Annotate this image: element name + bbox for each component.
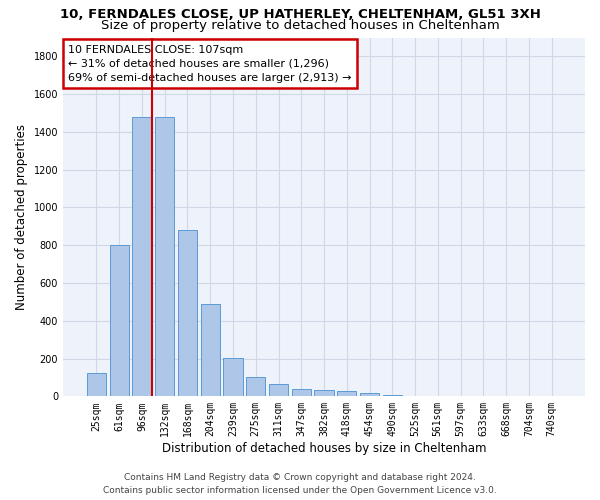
Bar <box>155 117 175 396</box>
Bar <box>292 389 311 396</box>
Bar <box>223 358 242 397</box>
Bar <box>269 384 288 396</box>
Y-axis label: Number of detached properties: Number of detached properties <box>15 124 28 310</box>
X-axis label: Distribution of detached houses by size in Cheltenham: Distribution of detached houses by size … <box>162 442 486 455</box>
Bar <box>110 245 129 396</box>
Text: Size of property relative to detached houses in Cheltenham: Size of property relative to detached ho… <box>101 18 499 32</box>
Text: 10 FERNDALES CLOSE: 107sqm
← 31% of detached houses are smaller (1,296)
69% of s: 10 FERNDALES CLOSE: 107sqm ← 31% of deta… <box>68 44 352 82</box>
Bar <box>200 304 220 396</box>
Bar <box>360 392 379 396</box>
Bar <box>246 376 265 396</box>
Text: Contains HM Land Registry data © Crown copyright and database right 2024.
Contai: Contains HM Land Registry data © Crown c… <box>103 474 497 495</box>
Bar <box>87 372 106 396</box>
Bar <box>337 390 356 396</box>
Bar <box>132 117 152 396</box>
Bar <box>178 230 197 396</box>
Text: 10, FERNDALES CLOSE, UP HATHERLEY, CHELTENHAM, GL51 3XH: 10, FERNDALES CLOSE, UP HATHERLEY, CHELT… <box>59 8 541 20</box>
Bar <box>314 390 334 396</box>
